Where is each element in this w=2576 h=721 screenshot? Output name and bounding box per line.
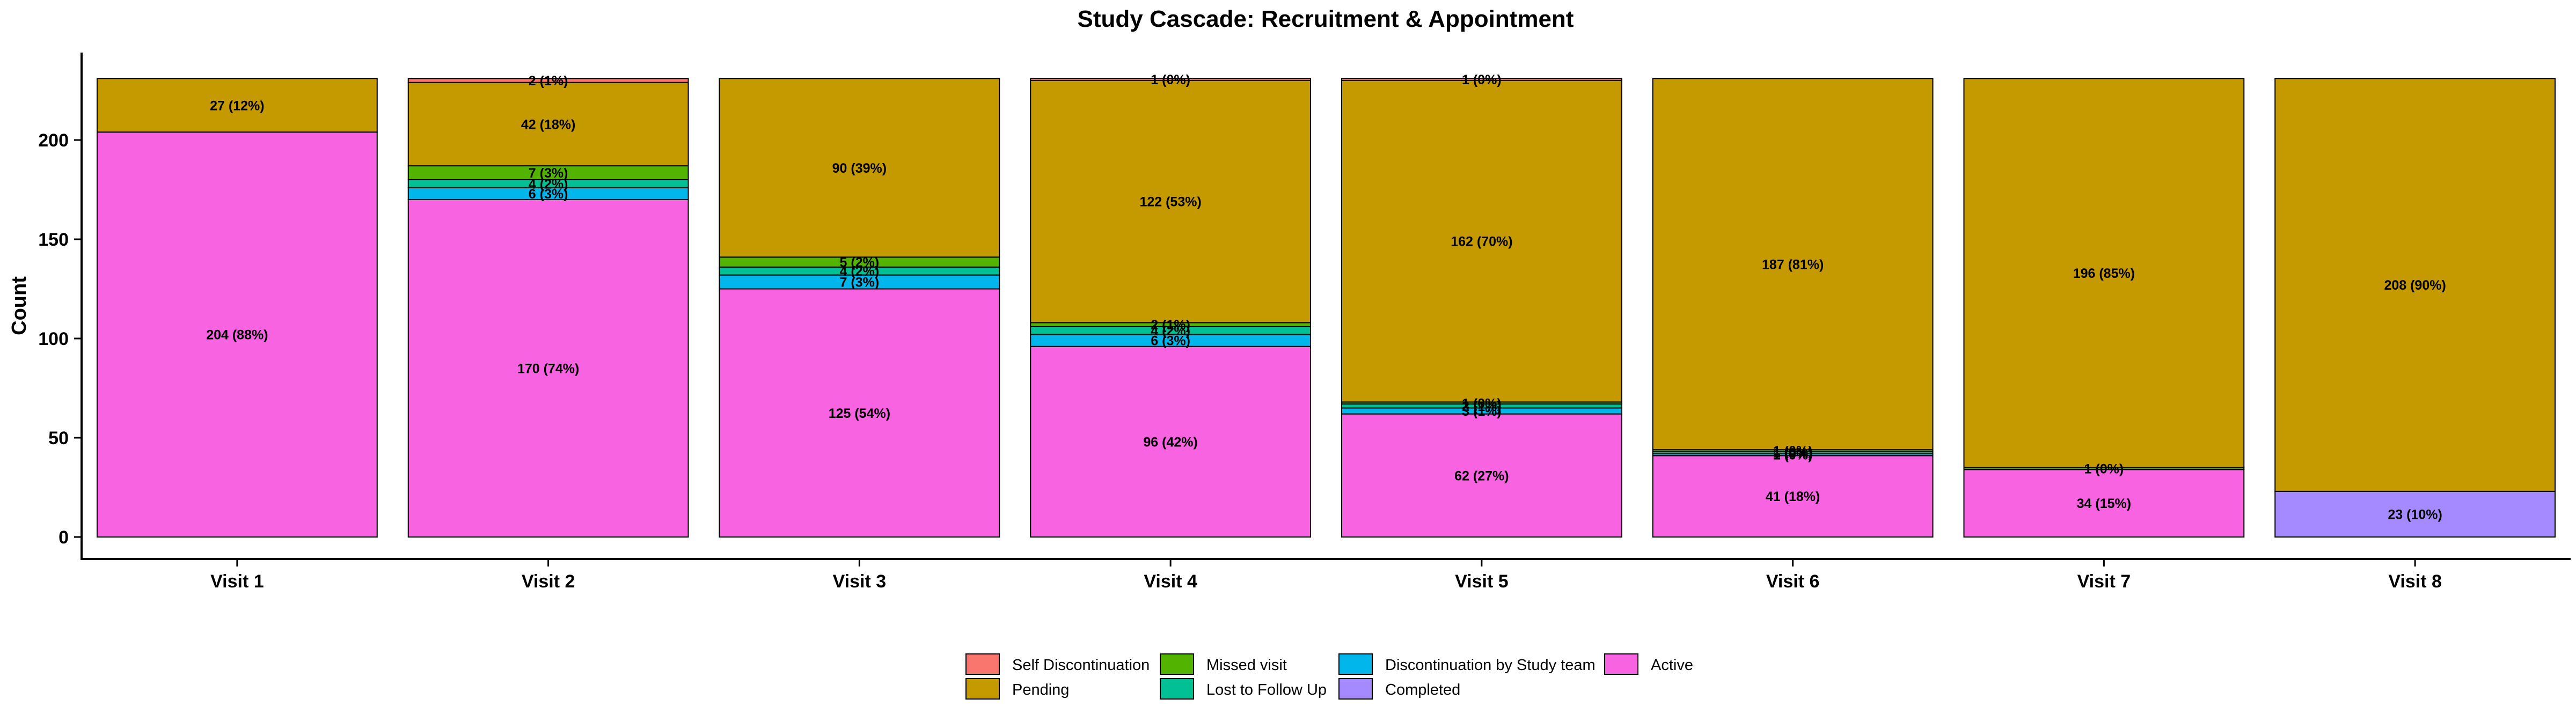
x-tick-label: Visit 8 (2388, 571, 2442, 592)
y-tick-label: 50 (48, 428, 69, 448)
x-tick-label: Visit 3 (833, 571, 887, 592)
legend-label: Missed visit (1206, 657, 1287, 674)
bar-segment (96, 131, 378, 538)
legend-swatch (965, 678, 1000, 700)
bar-data-label: 1 (0%) (1462, 396, 1502, 411)
bar-data-label: 62 (27%) (1454, 468, 1509, 483)
bar-data-label: 162 (70%) (1451, 234, 1512, 249)
bar-data-label: 4 (2%) (1151, 323, 1190, 339)
bar-segment (407, 82, 689, 167)
legend-label: Pending (1012, 681, 1069, 698)
bar-segment (1963, 78, 2245, 468)
bar-data-label: 4 (2%) (840, 264, 880, 279)
bar-data-label: 23 (10%) (2388, 507, 2442, 522)
legend-label: Lost to Follow Up (1206, 681, 1327, 698)
bar-data-label: 208 (90%) (2384, 278, 2446, 293)
bar-data-label: 125 (54%) (829, 406, 890, 421)
bar-segment (719, 78, 1000, 258)
bar-segment (407, 199, 689, 538)
bar-segment (2274, 490, 2556, 538)
bar-data-label: 3 (1%) (1462, 404, 1502, 419)
bar-segment (1652, 78, 1934, 451)
x-tick-label: Visit 6 (1766, 571, 1820, 592)
bar-data-label: 122 (53%) (1139, 195, 1201, 210)
bars-layer (96, 78, 2556, 538)
bar-segment (1030, 80, 1312, 323)
legend-swatch (1160, 653, 1194, 675)
bar-segment (719, 288, 1000, 538)
bar-data-label: 1 (0%) (1773, 444, 1813, 459)
bar-data-label: 7 (3%) (840, 275, 880, 290)
bar-data-label: 42 (18%) (521, 117, 575, 132)
legend-swatch (1338, 653, 1373, 675)
x-tick-label: Visit 2 (522, 571, 575, 592)
y-tick-label: 100 (38, 329, 69, 349)
legend-label: Discontinuation by Study team (1385, 657, 1596, 674)
bar-segment (719, 274, 1000, 290)
bar-segment (1341, 413, 1622, 538)
bar-segment (407, 78, 689, 83)
bar-segment (1341, 78, 1622, 82)
bar-data-label: 41 (18%) (1766, 489, 1820, 504)
bar-data-label: 170 (74%) (517, 362, 579, 377)
x-tick-label: Visit 7 (2077, 571, 2131, 592)
y-tick-label: 200 (38, 130, 69, 151)
legend-label: Completed (1385, 681, 1460, 698)
bar-data-label: 5 (2%) (840, 255, 880, 270)
x-ticks: Visit 1 Visit 2 Visit 3 Visit 4 Visit 5 Visit… (210, 559, 2442, 592)
x-tick-label: Visit 4 (1144, 571, 1197, 592)
bar-segment (2274, 78, 2556, 492)
y-tick-label: 0 (58, 527, 69, 548)
bar-segment (1341, 80, 1622, 403)
bar-data-label: 187 (81%) (1762, 257, 1824, 272)
bar-segment (96, 78, 378, 133)
bar-data-label: 1 (0%) (1773, 446, 1813, 461)
x-tick-label: Visit 1 (210, 571, 264, 592)
bar-data-label: 1 (0%) (1462, 72, 1502, 87)
bar-segment (1030, 345, 1312, 538)
bar-data-label: 27 (12%) (210, 98, 264, 113)
bar-data-label: 6 (3%) (1151, 334, 1190, 349)
bar-data-label: 1 (0%) (1151, 72, 1190, 87)
bar-data-label: 1 (0%) (1773, 447, 1813, 462)
y-tick-label: 150 (38, 230, 69, 250)
y-axis-title: Count (8, 276, 31, 335)
x-tick-label: Visit 5 (1455, 571, 1509, 592)
bar-segment (1963, 469, 2245, 538)
bar-segment (1030, 78, 1312, 82)
legend-swatch (1604, 653, 1638, 675)
bar-data-label: 196 (85%) (2073, 266, 2135, 281)
bar-data-label: 90 (39%) (832, 161, 887, 176)
legend-swatch (1160, 678, 1194, 700)
legend-label: Active (1651, 657, 1693, 674)
bar-data-label: 2 (1%) (1151, 318, 1190, 333)
chart-title: Study Cascade: Recruitment & Appointment (1078, 6, 1574, 32)
bar-data-label: 6 (3%) (529, 187, 568, 202)
legend-swatch (965, 653, 1000, 675)
legend-label: Self Discontinuation (1012, 657, 1150, 674)
bar-data-label: 96 (42%) (1143, 435, 1197, 450)
bar-data-label: 2 (1%) (529, 73, 568, 89)
bar-data-label: 204 (88%) (206, 328, 268, 343)
bar-data-label: 2 (1%) (1462, 399, 1502, 414)
bar-data-label: 34 (15%) (2077, 496, 2131, 511)
bar-labels-layer: 204 (88%)27 (12%)170 (74%)6 (3%)4 (2%)7 … (206, 72, 2446, 522)
bar-data-label: 7 (3%) (529, 166, 568, 181)
legend-swatch (1338, 678, 1373, 700)
bar-data-label: 4 (2%) (529, 176, 568, 192)
bar-data-label: 1 (0%) (2084, 461, 2124, 476)
y-ticks: 0 50 100 150 200 (38, 130, 82, 548)
legend: Self Discontinuation Pending Missed visit L… (965, 653, 1693, 700)
